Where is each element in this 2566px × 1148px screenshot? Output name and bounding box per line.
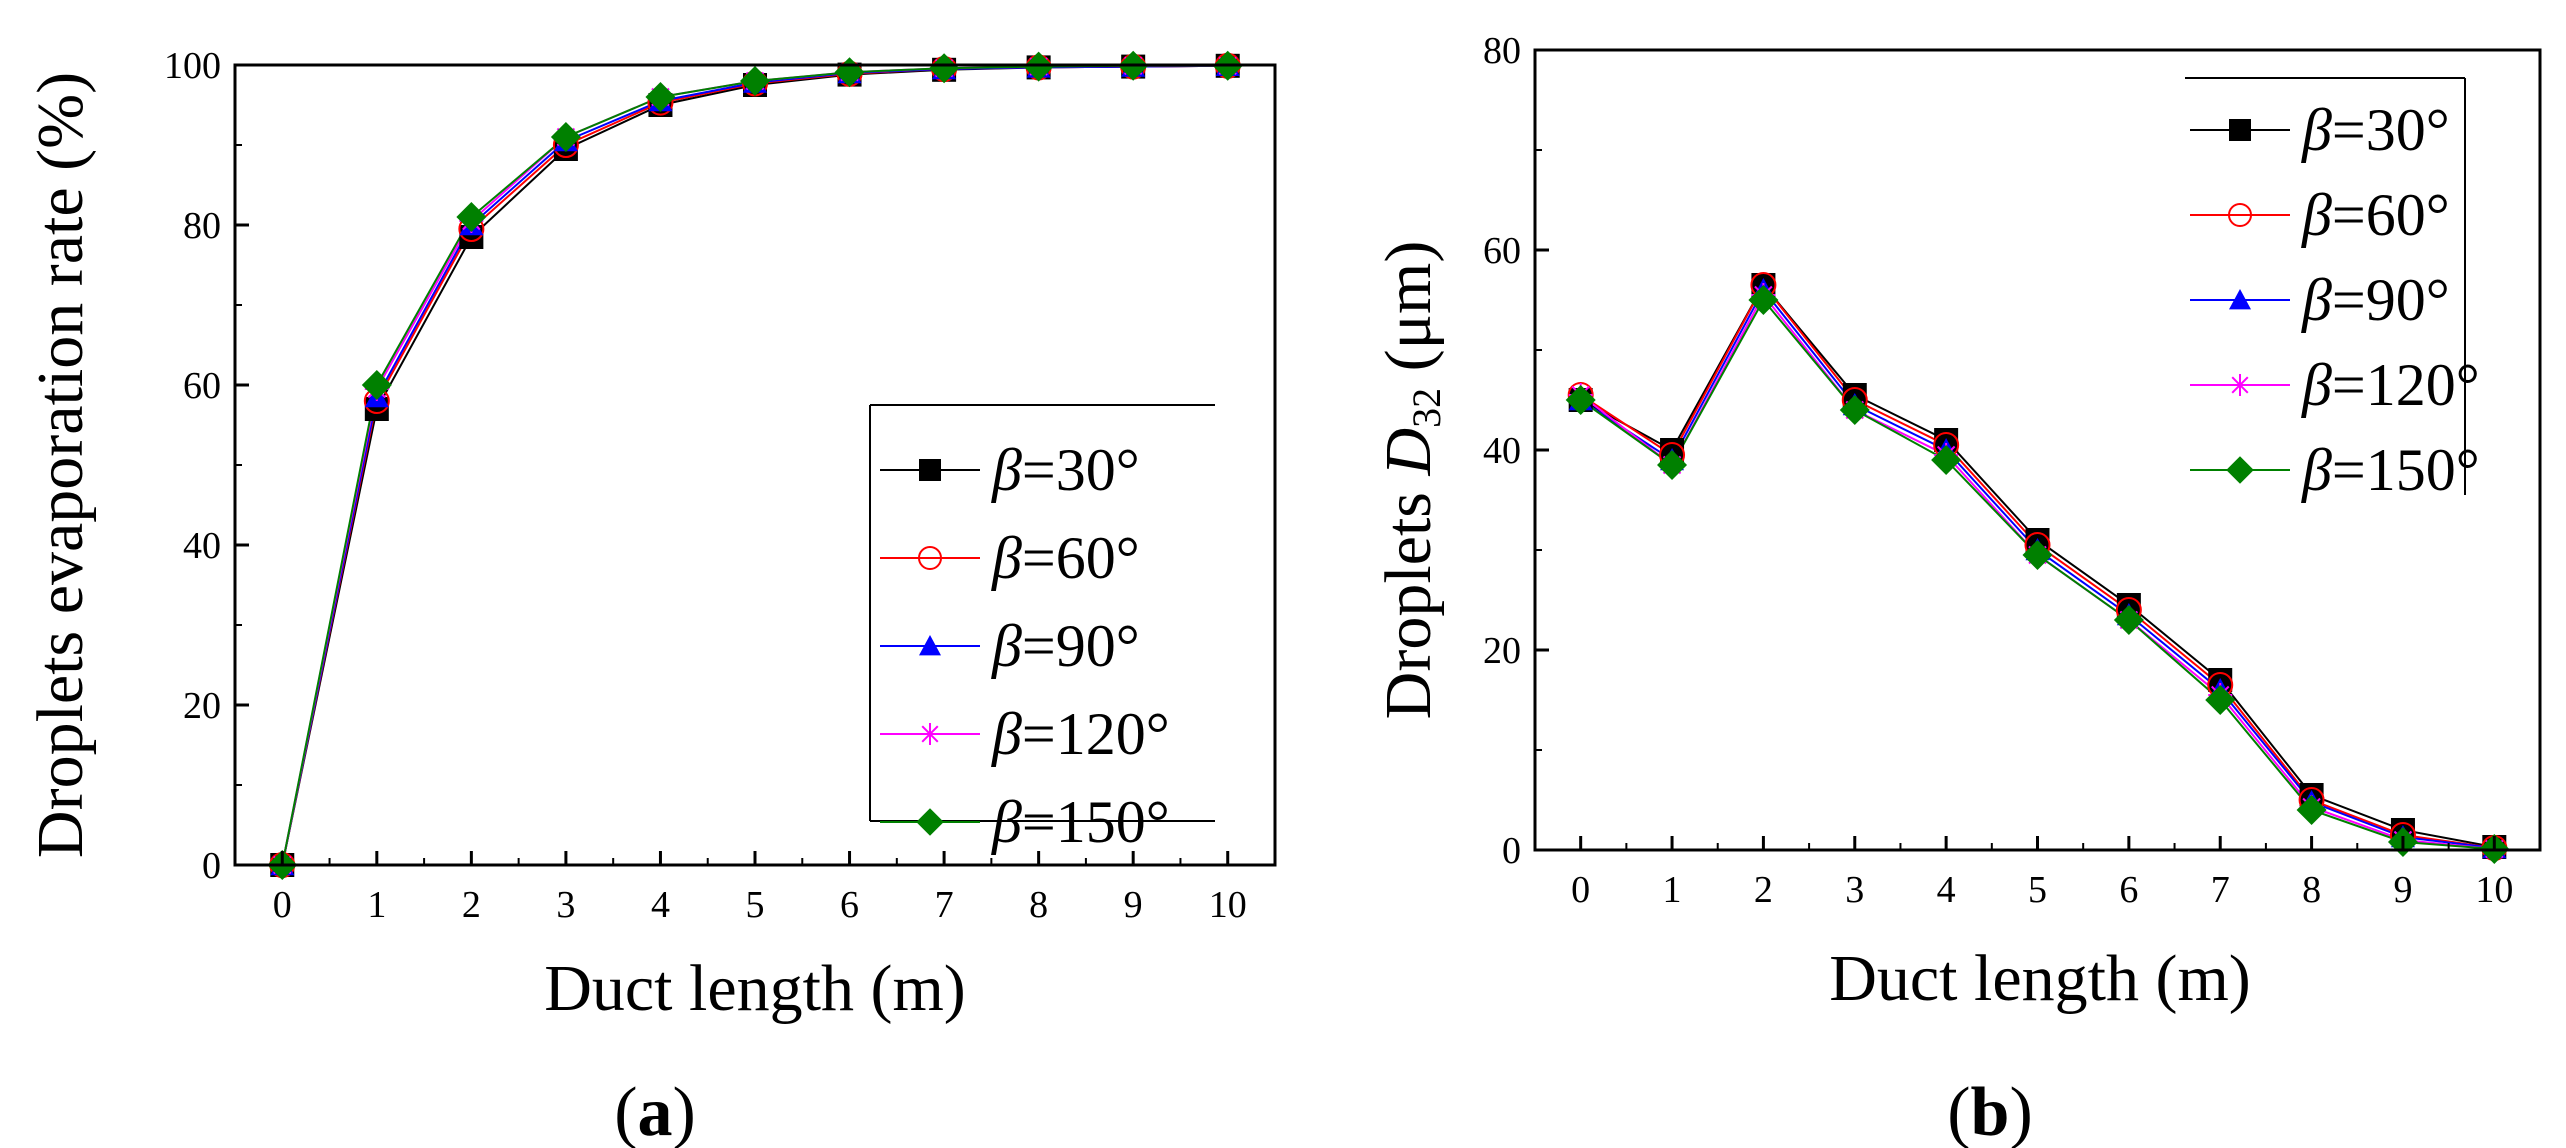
chart-a-x-tick-label: 8 — [1029, 884, 1048, 926]
chart-b-x-tick-label: 6 — [2119, 869, 2138, 911]
chart-a-panel-label: (a) — [614, 1074, 696, 1148]
chart-b-legend-0-label: β=30° — [2301, 97, 2450, 163]
chart-a-legend-3-marker — [919, 723, 941, 745]
chart-a-legend: β=30° β=60° β=90° β=120° β=150° — [869, 404, 1215, 855]
chart-b-y-tick-label: 20 — [1483, 630, 1521, 672]
chart-a-legend-2-label: β=90° — [991, 613, 1140, 679]
chart-b-series-4-point — [1565, 385, 1596, 415]
chart-b-series-4-point — [2205, 685, 2236, 715]
chart-b-legend-1-marker — [2228, 203, 2252, 227]
chart-b-y-tick-label: 80 — [1483, 30, 1521, 72]
chart-b-legend-2-label: β=90° — [2301, 267, 2450, 333]
chart-a-series-4-point — [834, 57, 865, 88]
chart-a-series-4-point — [550, 122, 581, 152]
chart-a-x-tick-label: 2 — [462, 884, 481, 926]
chart-b-legend-3-label: β=120° — [2301, 352, 2480, 418]
chart-b-x-tick-label: 1 — [1663, 869, 1682, 911]
chart-b-series-4-point — [2113, 605, 2144, 635]
chart-b-x-tick-label: 9 — [2393, 869, 2412, 911]
chart-b-series — [1565, 272, 2510, 864]
chart-a-ylabel: Droplets evaporation rate (%) — [24, 72, 97, 858]
chart-a-legend-1-marker — [918, 546, 942, 570]
chart-a-series-4-point — [1023, 51, 1054, 82]
chart-a-x-tick-label: 1 — [367, 884, 386, 926]
chart-a-legend-items: β=30° β=60° β=90° β=120° β=150° — [880, 437, 1170, 855]
chart-a-legend-2-marker — [919, 635, 941, 656]
chart-b-x-tick-label: 2 — [1754, 869, 1773, 911]
chart-a-x-tick-label: 10 — [1209, 884, 1247, 926]
chart-b-y-tick-label: 60 — [1483, 230, 1521, 272]
chart-b: 0 1 2 3 4 5 6 7 8 9 10 0 20 40 60 80 Duct length (m) Dr… — [1372, 30, 2542, 1148]
chart-b-x-tick-label: 3 — [1845, 869, 1864, 911]
chart-a-xlabel: Duct length (m) — [544, 952, 966, 1025]
chart-a-x-tick-label: 6 — [840, 884, 859, 926]
chart-a-series-4-point — [361, 370, 392, 400]
chart-b-y-tick-label: 0 — [1502, 830, 1521, 872]
chart-a-x-tick-label: 4 — [651, 884, 670, 926]
chart-a-y-tick-label: 100 — [164, 45, 221, 87]
chart-a-y-tick-label: 80 — [183, 205, 221, 247]
chart-b-x-tick-label: 5 — [2028, 869, 2047, 911]
chart-b-x-tick-label: 8 — [2302, 869, 2321, 911]
chart-a-y-tick-label: 20 — [183, 685, 221, 727]
chart-a-series-4-point — [456, 202, 487, 232]
chart-a-legend-1-label: β=60° — [991, 525, 1140, 591]
chart-b-ylabel: Droplets D32 (μm) — [1372, 241, 1449, 720]
chart-b-panel-label: (b) — [1947, 1074, 2033, 1148]
chart-b-series-4-point — [1657, 450, 1688, 480]
chart-a-legend-3-marker-stroke — [921, 725, 939, 743]
chart-b-legend: β=30° β=60° β=90° β=120° β=150° — [2185, 77, 2480, 503]
chart-b-x-tick-label: 10 — [2475, 869, 2513, 911]
chart-a-x-tick-label: 9 — [1124, 884, 1143, 926]
chart-b-legend-1-label: β=60° — [2301, 182, 2450, 248]
chart-a-y-tick-label: 0 — [202, 845, 221, 887]
chart-b-series-4-point — [2022, 540, 2053, 570]
chart-a-y-tick-label: 40 — [183, 525, 221, 567]
chart-b-legend-2-marker — [2229, 289, 2251, 310]
chart-b-legend-4-marker — [2226, 456, 2254, 484]
chart-b-legend-3-marker — [2229, 374, 2251, 396]
chart-b-series-4-point — [1839, 395, 1870, 425]
chart-b-legend-3-marker-stroke — [2231, 376, 2249, 394]
chart-a-series-4-point — [740, 66, 770, 96]
chart-a-legend-0-label: β=30° — [991, 437, 1140, 503]
chart-a-legend-3-label: β=120° — [991, 701, 1170, 767]
chart-b-series-4-point — [1748, 285, 1779, 315]
chart-a-legend-4-marker — [916, 808, 944, 836]
chart-b-legend-items: β=30° β=60° β=90° β=120° β=150° — [2190, 97, 2480, 503]
chart-a-legend-0-marker — [919, 459, 941, 481]
chart-b-y-tick-label: 40 — [1483, 430, 1521, 472]
chart-b-legend-0-marker — [2229, 119, 2251, 141]
chart-a-x-tick-label: 3 — [556, 884, 575, 926]
chart-b-xlabel: Duct length (m) — [1829, 942, 2251, 1015]
chart-b-series-4-point — [2296, 795, 2327, 825]
chart-b-x-tick-label: 4 — [1937, 869, 1956, 911]
chart-b-ticks: 0 1 2 3 4 5 6 7 8 9 10 0 20 40 60 80 — [1483, 30, 2513, 911]
chart-b-series-4-point — [1931, 445, 1962, 475]
chart-a-series-4-point — [929, 53, 960, 84]
chart-b-legend-4-label: β=150° — [2301, 437, 2480, 503]
chart-a-x-tick-label: 5 — [746, 884, 765, 926]
chart-a-x-tick-label: 7 — [935, 884, 954, 926]
chart-a-x-tick-label: 0 — [273, 884, 292, 926]
chart-a-legend-4-label: β=150° — [991, 789, 1170, 855]
chart-b-x-tick-label: 7 — [2211, 869, 2230, 911]
chart-a-y-tick-label: 60 — [183, 365, 221, 407]
chart-a-series-4-point — [645, 82, 676, 112]
chart-b-x-tick-label: 0 — [1571, 869, 1590, 911]
